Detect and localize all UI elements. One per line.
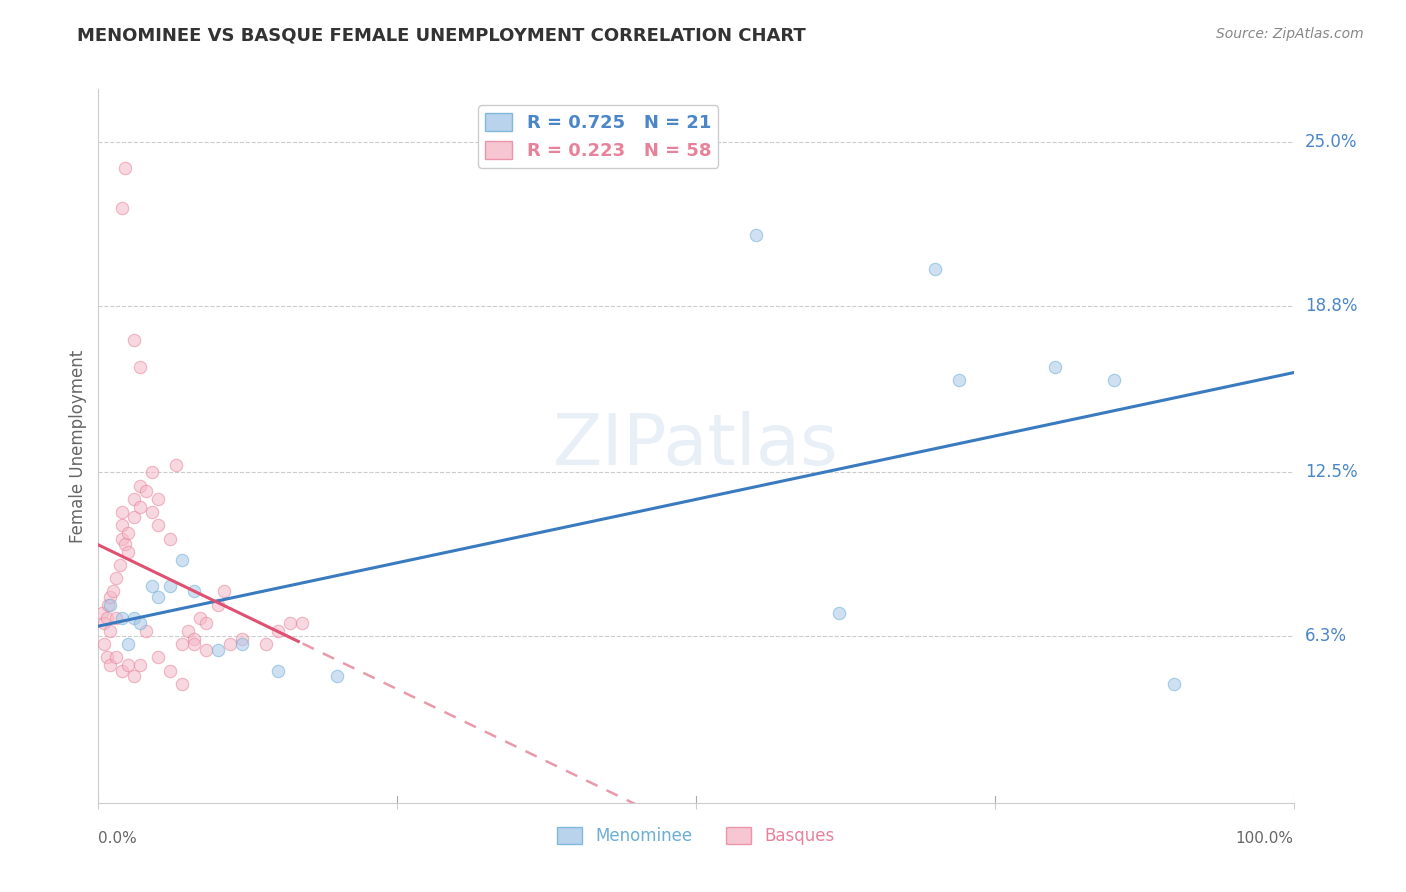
Point xyxy=(105,650,128,665)
Point xyxy=(108,558,131,572)
Point xyxy=(183,584,205,599)
Point xyxy=(159,532,181,546)
Point xyxy=(141,466,163,480)
Point xyxy=(111,518,134,533)
Point xyxy=(93,616,115,631)
Point xyxy=(165,458,187,472)
Text: 25.0%: 25.0% xyxy=(1305,133,1357,151)
Point xyxy=(129,616,152,631)
Point xyxy=(141,579,163,593)
Point xyxy=(98,658,122,673)
Text: 100.0%: 100.0% xyxy=(1236,831,1294,847)
Point xyxy=(117,637,139,651)
Point xyxy=(267,664,290,678)
Text: MENOMINEE VS BASQUE FEMALE UNEMPLOYMENT CORRELATION CHART: MENOMINEE VS BASQUE FEMALE UNEMPLOYMENT … xyxy=(77,27,806,45)
Point xyxy=(207,598,229,612)
Point xyxy=(254,637,277,651)
Point xyxy=(924,261,946,276)
Point xyxy=(111,532,134,546)
Point xyxy=(129,658,152,673)
Point xyxy=(129,478,152,492)
Point xyxy=(148,650,170,665)
Point xyxy=(111,664,134,678)
Point xyxy=(124,611,146,625)
Point xyxy=(114,161,136,176)
Point xyxy=(117,526,139,541)
Text: 6.3%: 6.3% xyxy=(1305,627,1347,645)
Text: 18.8%: 18.8% xyxy=(1305,297,1357,315)
Point xyxy=(159,579,181,593)
Point xyxy=(124,669,146,683)
Point xyxy=(188,611,211,625)
Point xyxy=(124,491,146,506)
Point xyxy=(177,624,200,638)
Point xyxy=(148,518,170,533)
Point xyxy=(135,624,157,638)
Point xyxy=(129,500,152,514)
Point xyxy=(231,637,253,651)
Point xyxy=(111,505,134,519)
Text: 0.0%: 0.0% xyxy=(98,831,138,847)
Point xyxy=(93,637,115,651)
Point xyxy=(172,552,194,566)
Point xyxy=(111,611,134,625)
Point xyxy=(1163,677,1185,691)
Point xyxy=(96,611,118,625)
Point xyxy=(117,658,139,673)
Point xyxy=(148,491,170,506)
Text: 12.5%: 12.5% xyxy=(1305,464,1357,482)
Point xyxy=(97,598,120,612)
Point xyxy=(231,632,253,646)
Point xyxy=(172,677,194,691)
Point xyxy=(135,483,157,498)
Point xyxy=(105,571,128,585)
Point xyxy=(172,637,194,651)
Point xyxy=(98,590,122,604)
Point xyxy=(948,373,970,387)
Point xyxy=(291,616,314,631)
Point xyxy=(124,333,146,347)
Point xyxy=(745,227,768,242)
Point xyxy=(111,201,134,215)
Point xyxy=(105,611,128,625)
Point xyxy=(141,505,163,519)
Point xyxy=(148,590,170,604)
Point xyxy=(828,606,851,620)
Point xyxy=(195,616,218,631)
Point xyxy=(195,642,218,657)
Point xyxy=(326,669,349,683)
Point xyxy=(101,584,124,599)
Point xyxy=(129,359,152,374)
Text: Source: ZipAtlas.com: Source: ZipAtlas.com xyxy=(1216,27,1364,41)
Point xyxy=(124,510,146,524)
Point xyxy=(278,616,301,631)
Point xyxy=(114,537,136,551)
Point xyxy=(91,606,114,620)
Point xyxy=(96,650,118,665)
Point xyxy=(212,584,235,599)
Point xyxy=(98,624,122,638)
Text: ZIPatlas: ZIPatlas xyxy=(553,411,839,481)
Point xyxy=(1043,359,1066,374)
Legend: Menominee, Basques: Menominee, Basques xyxy=(551,820,841,852)
Point xyxy=(98,598,122,612)
Point xyxy=(117,545,139,559)
Point xyxy=(1104,373,1126,387)
Point xyxy=(183,637,205,651)
Point xyxy=(183,632,205,646)
Y-axis label: Female Unemployment: Female Unemployment xyxy=(69,350,87,542)
Point xyxy=(267,624,290,638)
Point xyxy=(219,637,242,651)
Point xyxy=(207,642,229,657)
Point xyxy=(159,664,181,678)
